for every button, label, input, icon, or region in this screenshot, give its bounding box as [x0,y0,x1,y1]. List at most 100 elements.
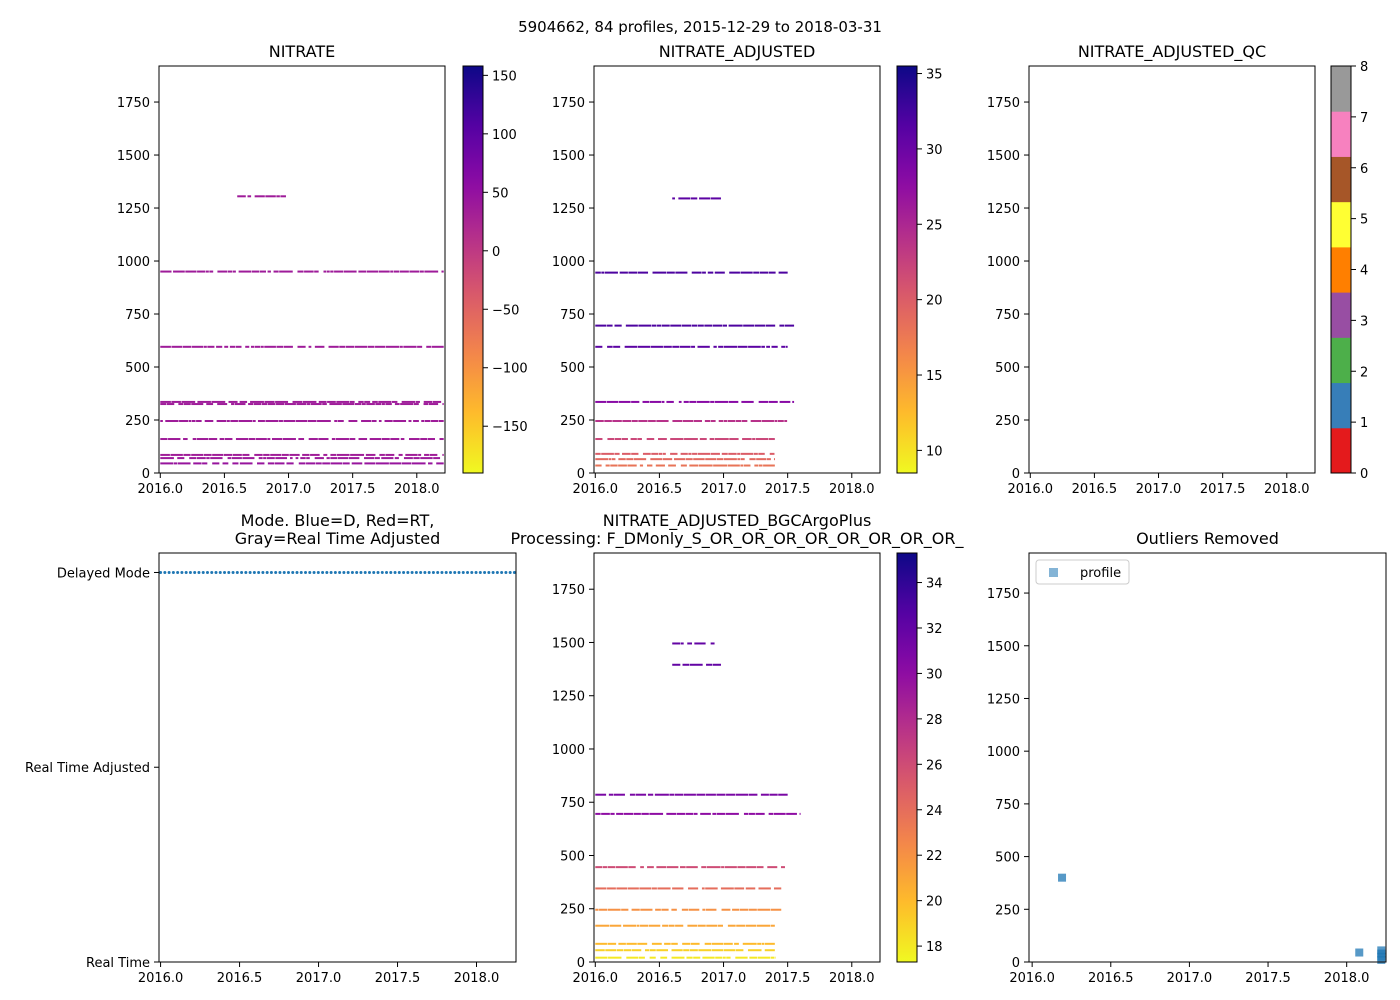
heatmap-cell [784,324,795,327]
y-tick-label: 250 [995,414,1020,429]
heatmap-cell [755,438,769,441]
heatmap-cell [381,403,385,406]
heatmap-cell [595,458,609,461]
heatmap-cell [701,866,707,869]
x-tick-label: 2016.5 [637,971,683,986]
heatmap-cell [739,908,749,911]
heatmap-cell [618,458,626,461]
heatmap-cell [729,438,739,441]
heatmap-cell [676,812,686,815]
colorbar-tick-label: 4 [1360,264,1368,279]
heatmap-cell [616,949,624,952]
heatmap-cell [224,345,229,348]
heatmap-cell [235,438,249,441]
mode-point [218,570,222,574]
heatmap-cell [754,464,759,467]
mode-points [159,570,516,574]
heatmap-cell [693,956,701,959]
heatmap-cell [371,420,377,423]
heatmap-cell [674,793,684,796]
heatmap-cell [433,457,441,460]
x-tick-label: 2017.5 [330,482,376,497]
x-tick-label: 2016.0 [1008,482,1054,497]
mode-point [184,570,188,574]
heatmap-cell [394,403,400,406]
mode-point [453,570,457,574]
outlier-point [1377,946,1386,955]
heatmap-cell [706,866,721,869]
heatmap-cell [747,949,762,952]
mode-point [427,570,431,574]
heatmap-cell [314,457,324,460]
heatmap-cell [390,270,394,273]
heatmap-cell [280,195,286,198]
heatmap-cell [675,924,684,927]
heatmap-cell [323,270,327,273]
x-tick-label: 2016.5 [217,971,263,986]
y-tick-label: 500 [995,361,1020,376]
colorbar-tick-label: 18 [926,940,943,955]
heatmap-cell [211,400,226,403]
heatmap-cell [658,438,667,441]
heatmap-cell [757,908,771,911]
colorbar-tick-label: 100 [492,128,517,143]
colorbar-tick-label: 15 [926,369,943,384]
heatmap-cell [345,345,355,348]
heatmap-cell [170,453,183,456]
heatmap-cell [298,462,306,465]
heatmap-cell [375,345,386,348]
heatmap-cell [709,438,715,441]
x-tick-label: 2018.0 [1264,482,1310,497]
heatmap-cell [757,956,771,959]
heatmap-cell [663,345,672,348]
heatmap-cell [720,887,734,890]
heatmap-cell [670,324,682,327]
heatmap-cell [306,457,310,460]
colorbar-tick-label: 24 [926,804,943,819]
heatmap-cell [595,812,601,815]
chart-title: Outliers Removed [1136,529,1279,548]
bgcargoplus-panel: 2016.0 2016.5 2017.0 2017.5 2018.0 0 250 500 750… [511,511,965,986]
heatmap-cell [622,452,631,455]
mode-point [231,570,235,574]
heatmap-cell [670,452,678,455]
heatmap-data [160,72,445,465]
heatmap-cell [704,324,713,327]
heatmap-cell [413,457,420,460]
mode-point [210,570,214,574]
heatmap-cell [205,270,209,273]
colorbar-tick-label: 20 [926,895,943,910]
legend-marker [1049,568,1058,577]
heatmap-cell [372,400,378,403]
mode-point [491,570,495,574]
heatmap-cell [799,812,801,815]
y-tick-label: 750 [560,796,585,811]
mode-point [244,570,248,574]
heatmap-cell [295,420,308,423]
heatmap-cell [283,420,296,423]
heatmap-cell [774,420,778,423]
heatmap-cell [650,345,663,348]
heatmap-cell [705,793,716,796]
heatmap-cell [766,458,771,461]
heatmap-cell [182,345,192,348]
heatmap-cell [284,403,296,406]
heatmap-cell [237,195,246,198]
heatmap-cell [619,271,628,274]
heatmap-cell [232,462,239,465]
axes-frame [158,65,446,474]
heatmap-cell [166,403,175,406]
heatmap-cell [716,812,726,815]
colorbar-tick-label: 34 [926,577,943,592]
mode-point [363,570,367,574]
heatmap-cell [647,793,654,796]
heatmap-cell [191,420,196,423]
heatmap-cell [637,345,651,348]
heatmap-cell [702,908,706,911]
heatmap-cell [773,812,786,815]
x-tick-label: 2017.0 [701,482,747,497]
heatmap-cell [212,462,220,465]
heatmap-cell [191,403,204,406]
colorbar-tick-label: −50 [492,303,519,318]
heatmap-cell [737,345,748,348]
